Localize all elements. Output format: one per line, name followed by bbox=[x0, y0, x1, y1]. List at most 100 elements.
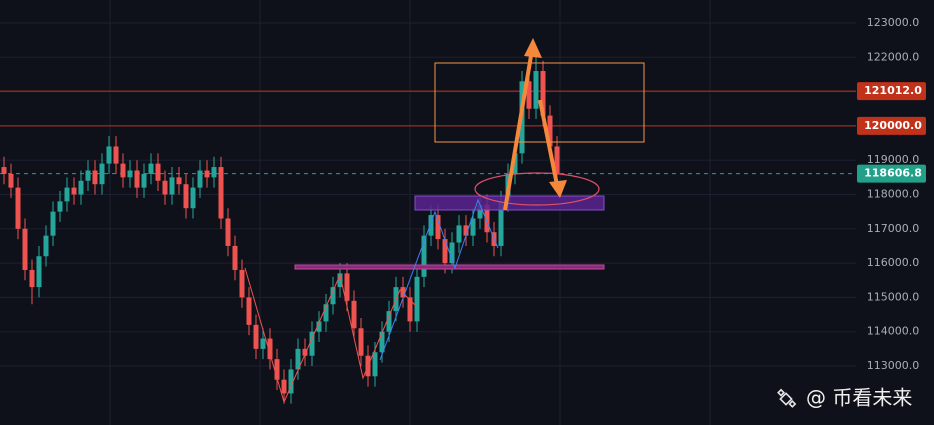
candle-body bbox=[428, 215, 434, 236]
ellipse bbox=[474, 172, 600, 206]
candle-body bbox=[57, 201, 63, 212]
price-label-bg bbox=[857, 116, 926, 135]
candle-body bbox=[127, 170, 133, 178]
candle-body bbox=[316, 321, 322, 332]
candle-body bbox=[141, 173, 147, 188]
candle-body bbox=[162, 180, 168, 195]
candle-body bbox=[400, 287, 406, 298]
candle-body bbox=[330, 287, 336, 305]
candle-body bbox=[190, 187, 196, 209]
candle-body bbox=[71, 187, 77, 195]
price-label-bg bbox=[857, 164, 926, 183]
y-tick-label: 114000.0 bbox=[867, 325, 920, 338]
candle-body bbox=[169, 177, 175, 195]
candle-body bbox=[232, 245, 238, 270]
candle-body bbox=[92, 170, 98, 185]
watermark-text: @ 币看未来 bbox=[806, 386, 912, 410]
candle-body bbox=[414, 276, 420, 322]
candle-body bbox=[239, 269, 245, 298]
candle-body bbox=[379, 331, 385, 353]
candle-body bbox=[344, 273, 350, 301]
y-tick-label: 113000.0 bbox=[867, 359, 920, 372]
candle-body bbox=[246, 297, 252, 325]
up-arrow-head bbox=[524, 38, 542, 58]
candle-body bbox=[477, 204, 483, 219]
candle-body bbox=[1, 167, 7, 174]
candle-body bbox=[470, 218, 476, 236]
candle-body bbox=[456, 225, 462, 243]
axis-labels: 113000.0 114000.0 115000.0 116000.0 117000.0… bbox=[857, 16, 926, 372]
price-label: 121012.0 bbox=[864, 84, 922, 97]
candle-body bbox=[106, 146, 112, 164]
candle-body bbox=[302, 348, 308, 356]
down-arrow-head bbox=[549, 180, 567, 198]
logo bbox=[777, 388, 797, 408]
y-tick-label: 115000.0 bbox=[867, 290, 920, 303]
candle-body bbox=[386, 311, 392, 332]
candle-body bbox=[22, 228, 28, 270]
candle-body bbox=[260, 338, 266, 349]
orange-zone bbox=[434, 62, 645, 143]
down-arrow bbox=[538, 99, 560, 191]
candle-body bbox=[435, 215, 441, 240]
candle-body bbox=[8, 173, 14, 188]
candle-body bbox=[211, 167, 217, 178]
candle-body bbox=[554, 146, 560, 174]
candle-body bbox=[442, 239, 448, 264]
candle-body bbox=[449, 242, 455, 264]
candle-body bbox=[351, 300, 357, 329]
candle-body bbox=[526, 81, 532, 109]
candle-body bbox=[540, 71, 546, 116]
pink-level bbox=[294, 264, 605, 270]
candle-body bbox=[421, 235, 427, 277]
candle-body bbox=[64, 187, 70, 202]
candle-body bbox=[176, 177, 182, 185]
candle-body bbox=[134, 170, 140, 188]
candle-body bbox=[372, 352, 378, 377]
candle-body bbox=[484, 204, 490, 233]
candle-body bbox=[288, 369, 294, 394]
blue-zigzag bbox=[379, 198, 499, 361]
watermark: @ 币看未来 bbox=[777, 386, 912, 410]
candle-body bbox=[15, 187, 21, 229]
candle-body bbox=[43, 235, 49, 257]
y-tick-label: 122000.0 bbox=[867, 50, 920, 63]
candle-body bbox=[183, 184, 189, 209]
red-zigzag bbox=[244, 267, 416, 404]
candle-body bbox=[50, 211, 56, 236]
candle-body bbox=[407, 297, 413, 322]
candle-body bbox=[253, 324, 259, 349]
vertical-grid bbox=[109, 0, 711, 425]
y-tick-label: 116000.0 bbox=[867, 256, 920, 269]
candle-body bbox=[78, 180, 84, 195]
candle-body bbox=[148, 163, 154, 174]
y-tick-label: 118000.0 bbox=[867, 187, 920, 200]
candle-body bbox=[274, 359, 280, 380]
price-lines bbox=[0, 90, 856, 175]
candle-body bbox=[358, 328, 364, 356]
candle-body bbox=[281, 379, 287, 394]
candle-body bbox=[323, 304, 329, 322]
candle-body bbox=[533, 71, 539, 109]
candle-body bbox=[463, 225, 469, 236]
candle-body bbox=[155, 163, 161, 181]
annotations bbox=[244, 38, 645, 404]
up-arrow bbox=[503, 43, 535, 211]
candle-body bbox=[113, 146, 119, 164]
candle-body bbox=[225, 218, 231, 246]
candle-body bbox=[36, 256, 42, 288]
candle-body bbox=[29, 269, 35, 288]
candle-body bbox=[197, 170, 203, 188]
candle-body bbox=[295, 348, 301, 370]
candle-body bbox=[204, 170, 210, 178]
price-label: 118606.8 bbox=[864, 167, 922, 180]
candle-body bbox=[85, 170, 91, 181]
price-axis bbox=[856, 0, 934, 425]
candle-body bbox=[218, 167, 224, 219]
candle-body bbox=[267, 338, 273, 360]
candle-body bbox=[120, 163, 126, 178]
y-tick-label: 119000.0 bbox=[867, 153, 920, 166]
y-tick-label: 123000.0 bbox=[867, 16, 920, 29]
